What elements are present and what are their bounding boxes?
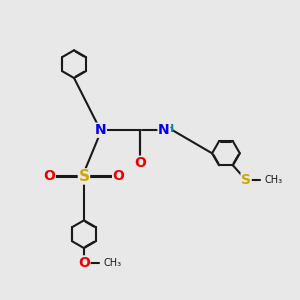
Text: O: O xyxy=(134,156,146,170)
Text: O: O xyxy=(43,169,55,183)
Text: O: O xyxy=(78,256,90,270)
Text: S: S xyxy=(241,173,251,187)
Text: N: N xyxy=(158,123,170,137)
Text: CH₃: CH₃ xyxy=(104,258,122,268)
Text: S: S xyxy=(79,169,89,184)
Text: O: O xyxy=(113,169,124,183)
Text: N: N xyxy=(95,123,106,137)
Text: H: H xyxy=(165,124,174,134)
Text: CH₃: CH₃ xyxy=(264,175,282,185)
